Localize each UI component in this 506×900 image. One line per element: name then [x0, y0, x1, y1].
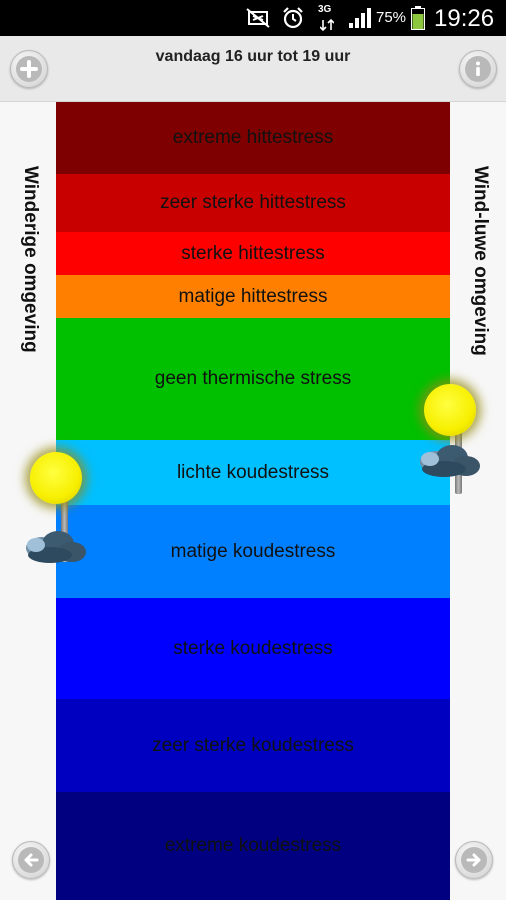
- right-weather-marker[interactable]: [416, 380, 486, 510]
- band-no-stress: geen thermische stress: [56, 318, 450, 440]
- network-icon: [320, 18, 334, 32]
- band-extreme-heat: extreme hittestress: [56, 102, 450, 174]
- info-icon: [465, 56, 491, 82]
- mute-icon: [244, 6, 272, 30]
- band-label: zeer sterke koudestress: [152, 734, 354, 756]
- right-side-panel: [450, 102, 506, 900]
- next-button[interactable]: [455, 841, 493, 879]
- right-side-label: Wind-luwe omgeving: [470, 166, 491, 356]
- band-label: extreme hittestress: [172, 127, 334, 148]
- left-weather-marker[interactable]: [22, 448, 92, 578]
- band-label: sterke koudestress: [173, 637, 333, 659]
- marker-pole: [61, 484, 68, 562]
- band-label: sterke hittestress: [181, 242, 325, 264]
- arrow-right-icon: [461, 847, 487, 873]
- add-button[interactable]: [10, 50, 48, 88]
- plus-icon: [16, 56, 42, 82]
- page-title: vandaag 16 uur tot 19 uur: [155, 48, 351, 65]
- previous-button[interactable]: [12, 841, 50, 879]
- status-bar: 3G 75% 19:26: [0, 0, 506, 36]
- band-slight-cold: lichte koudestress: [56, 440, 450, 505]
- band-moderate-heat: matige hittestress: [56, 275, 450, 318]
- clock: 19:26: [434, 5, 495, 32]
- band-strong-heat: sterke hittestress: [56, 232, 450, 275]
- band-extreme-cold: extreme koudestress: [56, 792, 450, 900]
- sun-icon: [424, 384, 476, 436]
- battery-icon: [410, 6, 426, 30]
- sun-icon: [30, 452, 82, 504]
- battery-percentage: 75%: [376, 9, 407, 26]
- band-label: matige hittestress: [178, 285, 328, 307]
- band-label: geen thermische stress: [154, 368, 352, 389]
- arrow-left-icon: [18, 847, 44, 873]
- band-label: extreme koudestress: [164, 835, 342, 856]
- left-side-label: Winderige omgeving: [20, 166, 41, 353]
- info-button[interactable]: [459, 50, 497, 88]
- band-very-strong-heat: zeer sterke hittestress: [56, 174, 450, 232]
- band-moderate-cold: matige koudestress: [56, 505, 450, 598]
- cloud-icon: [420, 445, 480, 477]
- band-label: zeer sterke hittestress: [160, 192, 346, 213]
- band-very-strong-cold: zeer sterke koudestress: [56, 699, 450, 792]
- band-label: matige koudestress: [170, 540, 336, 562]
- thermal-stress-scale: extreme hittestress zeer sterke hittestr…: [56, 102, 450, 900]
- network-label: 3G: [318, 4, 332, 15]
- band-label: lichte koudestress: [176, 461, 330, 483]
- alarm-icon: [280, 6, 306, 30]
- band-strong-cold: sterke koudestress: [56, 598, 450, 699]
- signal-icon: [348, 6, 372, 30]
- cloud-icon: [26, 531, 86, 563]
- app-header: vandaag 16 uur tot 19 uur: [0, 36, 506, 102]
